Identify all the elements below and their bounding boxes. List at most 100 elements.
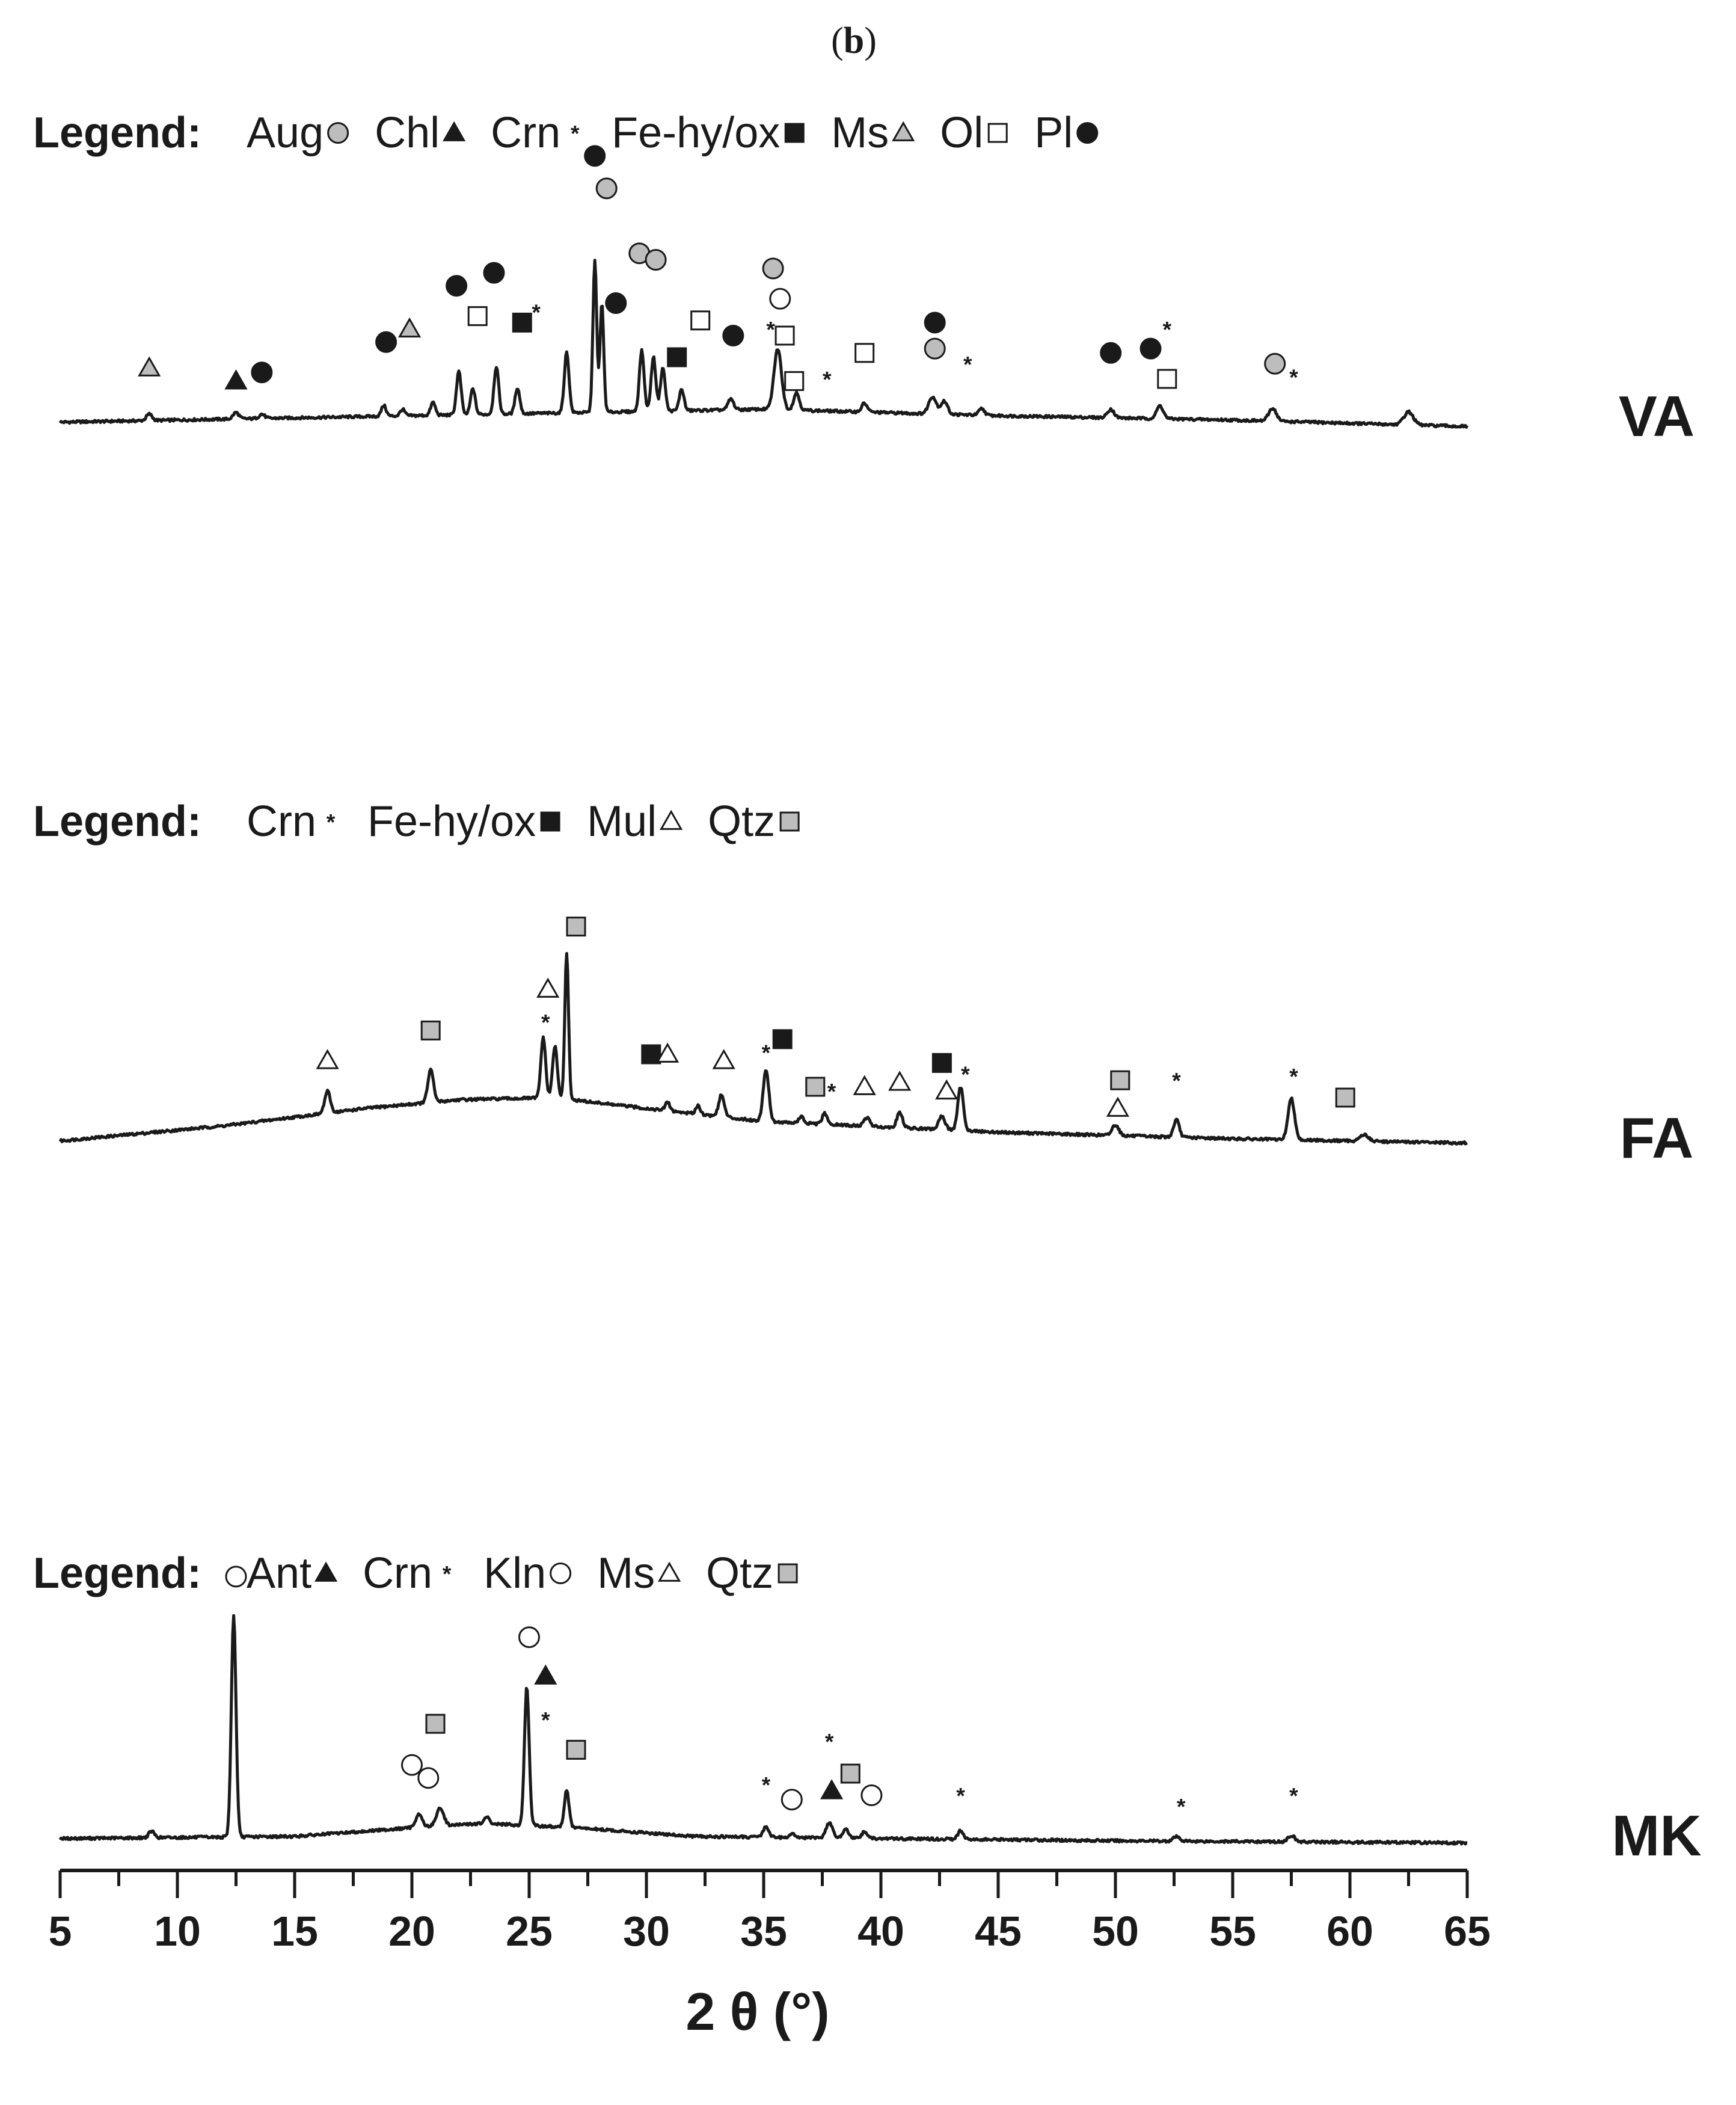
- peak-marker-fa-17: [1110, 1070, 1130, 1090]
- legend-va-symbol-0: [327, 122, 349, 144]
- svg-text:*: *: [1289, 1783, 1298, 1808]
- svg-text:*: *: [327, 810, 336, 835]
- legend-va-label-0: Aug: [247, 109, 324, 157]
- peak-marker-va-5: [446, 275, 468, 297]
- legend-mk: Legend: Ant Crn * Kln Ms Qtz: [33, 1549, 798, 1597]
- svg-text:*: *: [762, 1772, 771, 1798]
- peak-marker-mk-6: *: [541, 1707, 550, 1733]
- x-tick-label: 5: [49, 1908, 72, 1955]
- peak-marker-fa-20: *: [1289, 1064, 1298, 1089]
- svg-text:*: *: [823, 367, 832, 392]
- peak-marker-va-3: [375, 331, 397, 353]
- svg-text:*: *: [532, 300, 541, 325]
- peak-marker-va-1: [224, 369, 248, 390]
- svg-text:*: *: [825, 1729, 834, 1754]
- legend-mk-symbol-3: [658, 1561, 681, 1582]
- sample-label-va: VA: [1619, 384, 1695, 449]
- peak-marker-va-24: [854, 343, 875, 363]
- peak-marker-fa-8: *: [762, 1040, 771, 1065]
- peak-marker-va-25: [924, 312, 946, 334]
- peak-marker-va-22: [784, 371, 805, 392]
- peak-marker-va-18: [762, 257, 784, 280]
- svg-text:*: *: [963, 351, 972, 376]
- peak-marker-fa-9: [772, 1029, 793, 1049]
- x-tick-label: 25: [506, 1908, 553, 1955]
- svg-text:*: *: [443, 1561, 452, 1587]
- legend-mk-lead: Legend:: [33, 1549, 201, 1597]
- peak-marker-fa-18: [1106, 1096, 1129, 1117]
- legend-mk-label-1: Crn: [363, 1549, 432, 1597]
- peak-marker-fa-6: [656, 1042, 679, 1063]
- panel-label: (b): [831, 20, 877, 61]
- x-tick-label: 55: [1209, 1908, 1256, 1955]
- peak-marker-va-14: [645, 249, 667, 271]
- peak-marker-va-29: [1139, 337, 1162, 360]
- legend-mk-label-3: Ms: [597, 1549, 655, 1597]
- peak-marker-fa-21: [1335, 1087, 1355, 1108]
- legend-va-label-5: Ol: [940, 109, 983, 157]
- legend-mk-label-2: Kln: [483, 1549, 546, 1597]
- legend-va-label-2: Crn: [491, 109, 560, 157]
- svg-text:*: *: [762, 1040, 771, 1065]
- peak-marker-mk-7: [566, 1739, 586, 1760]
- peak-marker-mk-16: *: [1289, 1783, 1298, 1808]
- legend-fa: Legend: Crn * Fe-hy/ox Mul Qtz: [33, 797, 800, 846]
- x-ticks: 5 10 15 20 25 30 35 40 45 50 55 60 65: [49, 1870, 1491, 1955]
- legend-va-symbol-4: [892, 121, 915, 141]
- legend-mk-label-4: Qtz: [706, 1549, 773, 1597]
- peak-marker-va-15: [667, 347, 687, 367]
- legend-fa-symbol-1: [540, 811, 560, 832]
- peak-marker-va-9: *: [532, 300, 541, 325]
- peak-marker-mk-4: [518, 1626, 540, 1649]
- legend-fa-label-3: Qtz: [708, 797, 775, 846]
- peak-marker-fa-3: [536, 977, 560, 998]
- peak-marker-fa-19: *: [1172, 1068, 1181, 1093]
- x-tick-label: 50: [1092, 1908, 1139, 1955]
- legend-mk-label-0: Ant: [247, 1549, 311, 1597]
- peak-marker-fa-5: [641, 1044, 661, 1065]
- x-axis-title: 2 θ (°): [686, 1982, 829, 2041]
- legend-va-symbol-6: [1076, 122, 1099, 144]
- legend-fa-symbol-2: [660, 810, 683, 830]
- peak-marker-fa-0: [316, 1049, 339, 1069]
- x-tick-label: 30: [623, 1908, 670, 1955]
- peak-marker-fa-15: [935, 1079, 958, 1100]
- peak-marker-va-10: [584, 145, 606, 167]
- peak-marker-fa-16: *: [961, 1062, 970, 1087]
- peak-marker-va-4: [398, 317, 422, 338]
- legend-mk-symbol-0: [314, 1561, 338, 1582]
- peak-marker-fa-4: [566, 917, 586, 937]
- x-tick-label: 20: [388, 1908, 435, 1955]
- peak-marker-mk-14: *: [956, 1783, 965, 1808]
- peak-marker-va-30: *: [1163, 317, 1172, 342]
- svg-text:*: *: [571, 121, 580, 146]
- peak-marker-va-2: [251, 361, 273, 384]
- peak-markers-mk: * * * * * *: [225, 1566, 1298, 1819]
- svg-text:*: *: [1172, 1068, 1181, 1093]
- legend-fa-label-2: Mul: [587, 797, 657, 846]
- svg-text:*: *: [1289, 1064, 1298, 1089]
- peak-marker-fa-13: [888, 1071, 912, 1091]
- peak-marker-mk-5: [534, 1664, 557, 1685]
- peak-marker-mk-15: *: [1177, 1794, 1186, 1819]
- svg-text:*: *: [961, 1062, 970, 1087]
- peak-marker-va-12: [605, 292, 627, 314]
- xrd-pattern-va: [58, 259, 1469, 429]
- x-tick-label: 40: [857, 1908, 904, 1955]
- peak-marker-mk-0: [225, 1566, 247, 1588]
- legend-mk-symbol-1: *: [443, 1561, 452, 1587]
- peak-marker-va-19: [769, 287, 791, 310]
- peak-marker-fa-14: [931, 1052, 952, 1073]
- svg-text:*: *: [956, 1783, 965, 1808]
- peak-marker-va-7: [483, 262, 505, 284]
- xrd-pattern-fa: [58, 951, 1468, 1146]
- x-tick-label: 15: [271, 1908, 318, 1955]
- legend-va-label-3: Fe-hy/ox: [612, 109, 780, 157]
- legend-va-label-6: Pl: [1034, 109, 1073, 157]
- svg-text:*: *: [541, 1707, 550, 1733]
- x-axis: 5 10 15 20 25 30 35 40 45 50 55 60 65: [49, 1869, 1491, 1955]
- peak-marker-va-23: *: [823, 367, 832, 392]
- peak-marker-va-33: *: [1289, 364, 1298, 390]
